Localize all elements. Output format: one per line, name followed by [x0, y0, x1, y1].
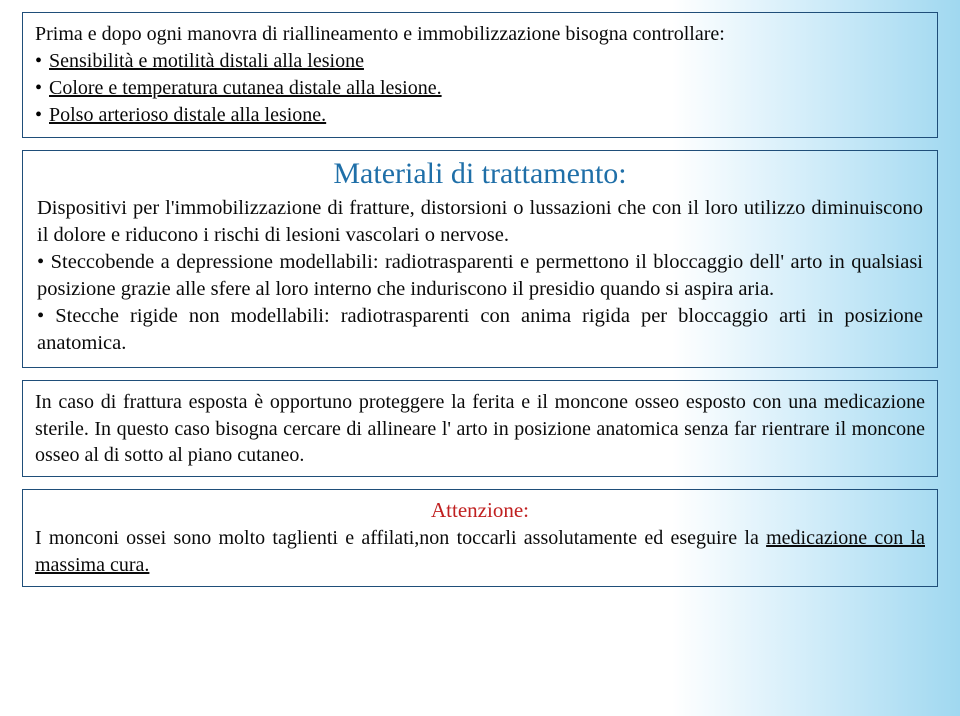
bullet-dot: •: [35, 48, 49, 75]
bullet-dot: •: [35, 75, 49, 102]
attention-body: I monconi ossei sono molto taglienti e a…: [35, 525, 925, 578]
attention-body-prefix: I monconi ossei sono molto taglienti e a…: [35, 527, 766, 549]
exposed-fracture-box: In caso di frattura esposta è opportuno …: [22, 380, 938, 477]
bullet-dot: •: [35, 102, 49, 129]
intro-box: Prima e dopo ogni manovra di riallineame…: [22, 12, 938, 138]
bullet-text: Polso arterioso distale alla lesione.: [49, 102, 326, 129]
materials-bullet2-text: Stecche rigide non modellabili: radiotra…: [37, 305, 923, 354]
materials-bullet2: • Stecche rigide non modellabili: radiot…: [37, 303, 923, 357]
exposed-fracture-text: In caso di frattura esposta è opportuno …: [35, 389, 925, 468]
bullet-row: • Sensibilità e motilità distali alla le…: [35, 48, 925, 75]
materials-heading: Materiali di trattamento:: [37, 157, 923, 191]
attention-box: Attenzione: I monconi ossei sono molto t…: [22, 489, 938, 587]
materials-bullet1: • Steccobende a depressione modellabili:…: [37, 249, 923, 303]
attention-title: Attenzione:: [35, 498, 925, 523]
materials-para1: Dispositivi per l'immobilizzazione di fr…: [37, 195, 923, 249]
bullet-text: Sensibilità e motilità distali alla lesi…: [49, 48, 364, 75]
materials-bullet1-text: Steccobende a depressione modellabili: r…: [37, 251, 923, 300]
bullet-row: • Colore e temperatura cutanea distale a…: [35, 75, 925, 102]
bullet-text: Colore e temperatura cutanea distale all…: [49, 75, 442, 102]
intro-text: Prima e dopo ogni manovra di riallineame…: [35, 21, 925, 48]
bullet-row: • Polso arterioso distale alla lesione.: [35, 102, 925, 129]
materials-box: Materiali di trattamento: Dispositivi pe…: [22, 150, 938, 368]
